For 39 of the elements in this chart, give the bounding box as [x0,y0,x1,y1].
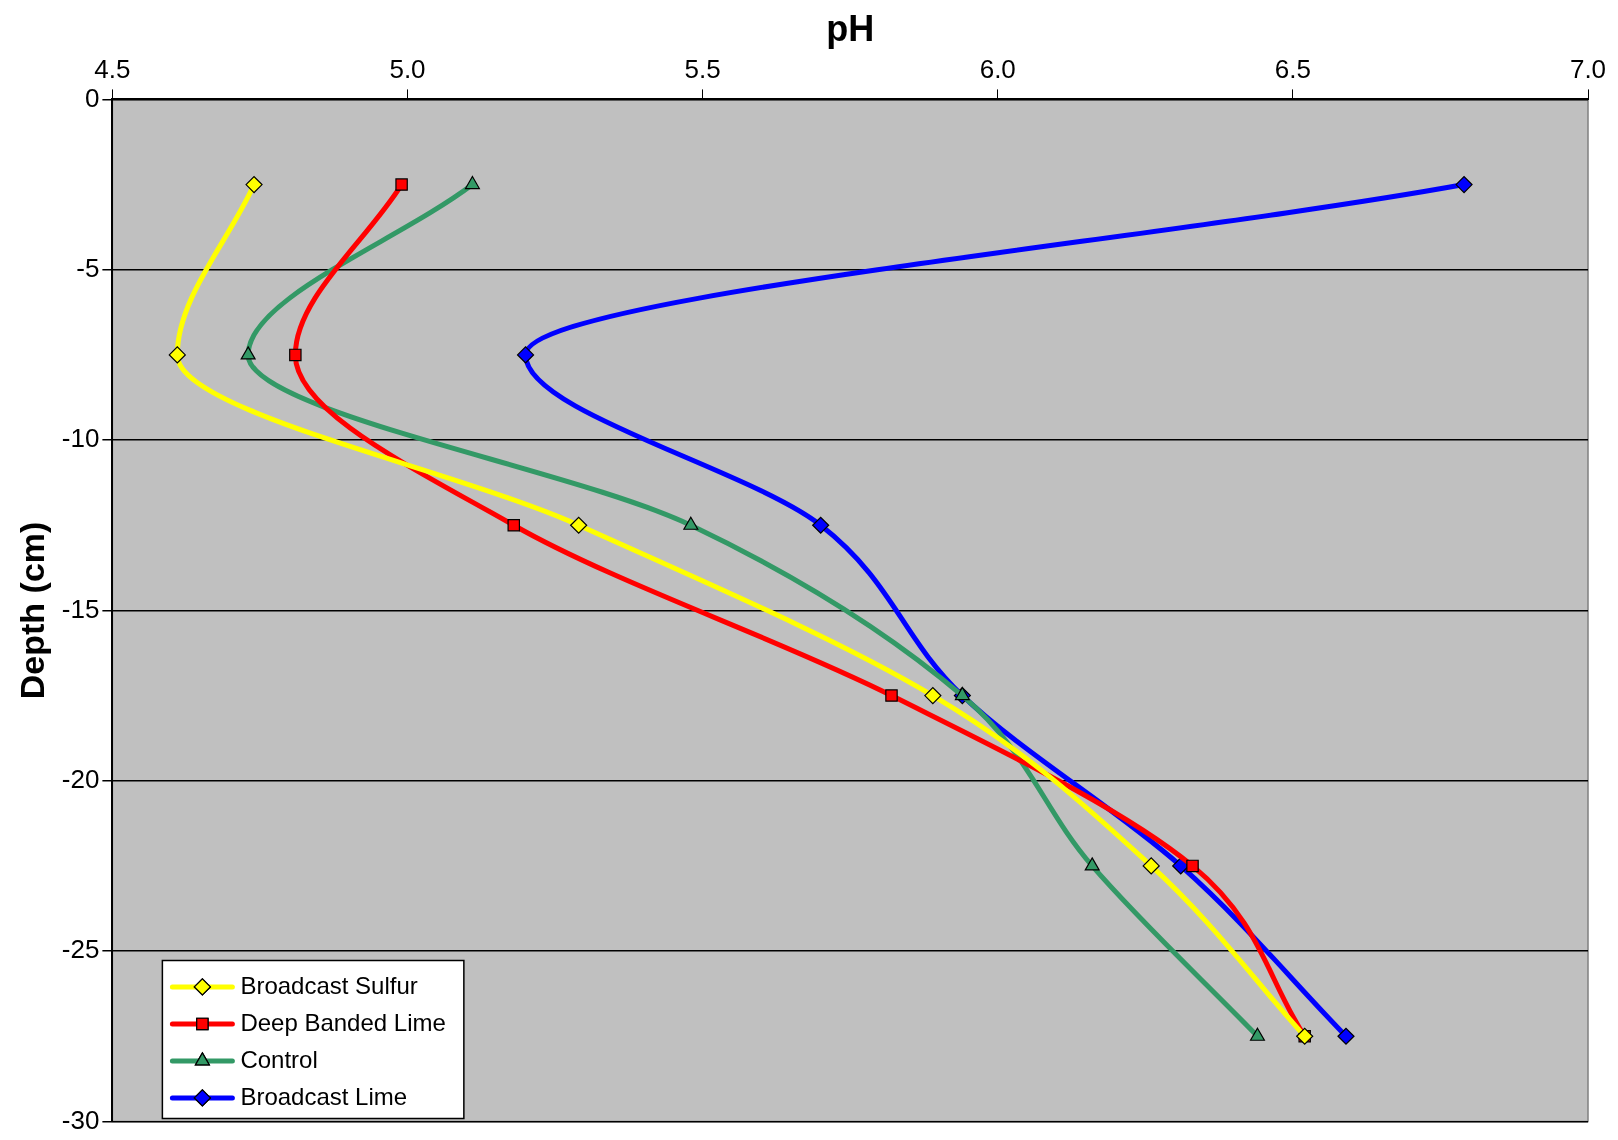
point [1249,1027,1265,1041]
legend-label: Deep Banded Lime [240,1008,446,1036]
point [1084,857,1100,871]
legend-label: Control [240,1045,318,1073]
y-tick-label: -5 [76,252,100,283]
point [1455,175,1473,194]
point [1337,1027,1355,1045]
y-tick-label: -10 [61,423,100,454]
x-tick-label: 6.5 [1274,53,1311,84]
legend-label: Broadcast Lime [240,1082,408,1110]
x-tick-label: 4.5 [94,53,131,84]
point [289,348,302,362]
y-tick-label: -25 [61,934,100,965]
point [1186,859,1199,873]
y-tick-label: -30 [61,1104,100,1135]
point [954,686,970,701]
point [464,175,480,190]
point [1142,857,1160,875]
x-tick-label: 5.5 [684,53,721,84]
point [885,689,898,702]
x-axis-title: pH [826,7,875,49]
y-tick-label: -20 [61,763,100,794]
y-tick-label: -15 [61,593,100,624]
y-axis-title: Depth (cm) [12,521,51,700]
point [395,178,408,191]
point [812,516,830,534]
point [683,516,699,530]
point [924,686,942,705]
x-tick-label: 5.0 [389,53,426,84]
x-tick-label: 7.0 [1569,53,1607,84]
x-tick-label: 6.0 [979,53,1016,84]
point [168,346,186,364]
point [507,518,520,532]
point [570,516,588,534]
point [516,346,535,364]
point [245,175,263,194]
y-tick-label: 0 [84,82,100,113]
legend-label: Broadcast Sulfur [240,971,418,999]
point [240,346,256,360]
